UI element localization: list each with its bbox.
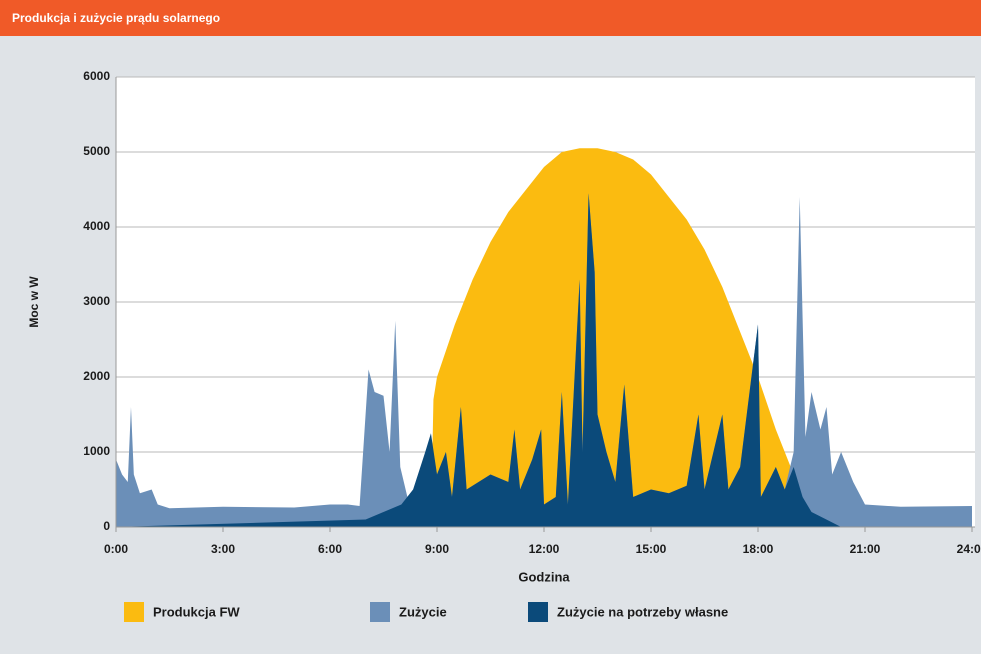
- legend-swatch: [528, 602, 548, 622]
- x-axis-label: Godzina: [518, 569, 570, 584]
- area: [116, 193, 972, 527]
- y-tick-label: 5000: [83, 144, 110, 158]
- x-tick-label: 3:00: [211, 542, 235, 556]
- x-tick-label: 9:00: [425, 542, 449, 556]
- header-bar: [0, 0, 981, 36]
- y-tick-label: 3000: [83, 294, 110, 308]
- x-tick-label: 15:00: [636, 542, 667, 556]
- legend-label: Zużycie na potrzeby własne: [557, 604, 728, 619]
- legend-label: Produkcja FW: [153, 604, 240, 619]
- x-tick-label: 12:00: [529, 542, 560, 556]
- y-tick-label: 4000: [83, 219, 110, 233]
- legend-swatch: [124, 602, 144, 622]
- x-tick-label: 21:00: [850, 542, 881, 556]
- legend-swatch: [370, 602, 390, 622]
- y-tick-label: 6000: [83, 69, 110, 83]
- chart-title: Produkcja i zużycie prądu solarnego: [12, 11, 220, 25]
- y-tick-label: 2000: [83, 369, 110, 383]
- y-tick-label: 1000: [83, 444, 110, 458]
- y-axis-label: Moc w W: [27, 276, 41, 328]
- x-tick-label: 18:00: [743, 542, 774, 556]
- y-tick-label: 0: [103, 519, 110, 533]
- legend-label: Zużycie: [399, 604, 447, 619]
- x-tick-label: 0:00: [104, 542, 128, 556]
- x-tick-label: 6:00: [318, 542, 342, 556]
- x-tick-label: 24:00: [957, 542, 981, 556]
